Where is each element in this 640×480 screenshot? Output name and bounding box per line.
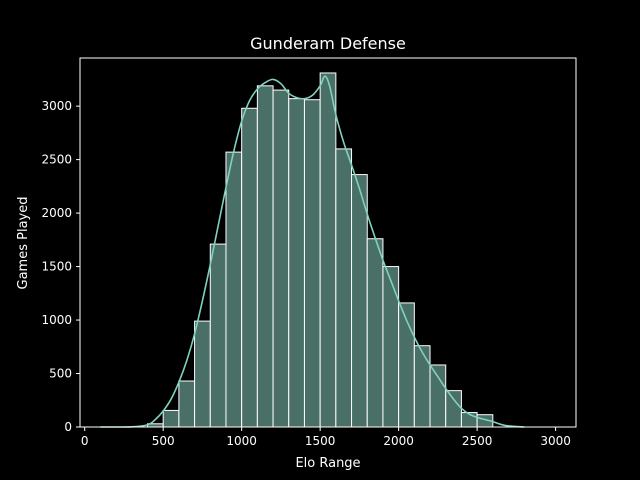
y-tick-label-1000: 1000 <box>41 313 72 327</box>
histogram-bar-2300-2400 <box>445 390 462 428</box>
histogram-bar-1900-2000 <box>382 266 400 428</box>
histogram-bar-1300-1400 <box>288 98 305 428</box>
plot-frame <box>79 57 577 428</box>
histogram-bar-1800-1900 <box>366 238 384 428</box>
chart-title: Gunderam Defense <box>250 34 406 53</box>
y-tick-label-3000: 3000 <box>41 99 72 113</box>
histogram-bar-1200-1300 <box>272 89 290 428</box>
kde-density-line <box>100 75 525 428</box>
histogram-bar-2200-2300 <box>429 364 447 428</box>
histogram-bar-900-1000 <box>225 151 243 428</box>
histogram-bar-1000-1100 <box>241 107 258 428</box>
x-tick-label-2500: 2500 <box>462 434 493 448</box>
density-curve-layer <box>100 75 525 428</box>
histogram-bar-800-900 <box>209 243 227 428</box>
histogram-bar-1600-1700 <box>335 148 353 428</box>
histogram-bar-1100-1200 <box>256 85 274 428</box>
y-tick-label-2000: 2000 <box>41 206 72 220</box>
x-tick-label-0: 0 <box>81 434 89 448</box>
y-tick-label-1500: 1500 <box>41 260 72 274</box>
x-tick-label-3000: 3000 <box>540 434 571 448</box>
histogram-bar-2100-2200 <box>413 345 431 428</box>
y-axis-ticks: 0 500 1000 1500 2000 2500 3000 <box>41 99 80 434</box>
x-tick-label-2000: 2000 <box>383 434 414 448</box>
x-axis-ticks: 0 500 1000 1500 2000 2500 3000 <box>81 427 571 448</box>
histogram-bar-1700-1800 <box>351 174 368 428</box>
histogram-bar-600-700 <box>178 380 196 428</box>
x-tick-label-1500: 1500 <box>305 434 336 448</box>
y-tick-label-500: 500 <box>49 367 72 381</box>
histogram-bar-1400-1500 <box>303 99 321 428</box>
y-tick-label-2500: 2500 <box>41 153 72 167</box>
y-tick-label-0: 0 <box>64 420 72 434</box>
y-axis-label: Games Played <box>16 197 31 290</box>
histogram-bar-500-600 <box>162 409 180 428</box>
histogram-bar-700-800 <box>194 320 211 428</box>
x-axis-label: Elo Range <box>295 456 360 471</box>
histogram-bar-1500-1600 <box>319 72 337 428</box>
histogram-bars <box>146 72 494 428</box>
x-tick-label-500: 500 <box>152 434 175 448</box>
x-tick-label-1000: 1000 <box>226 434 257 448</box>
